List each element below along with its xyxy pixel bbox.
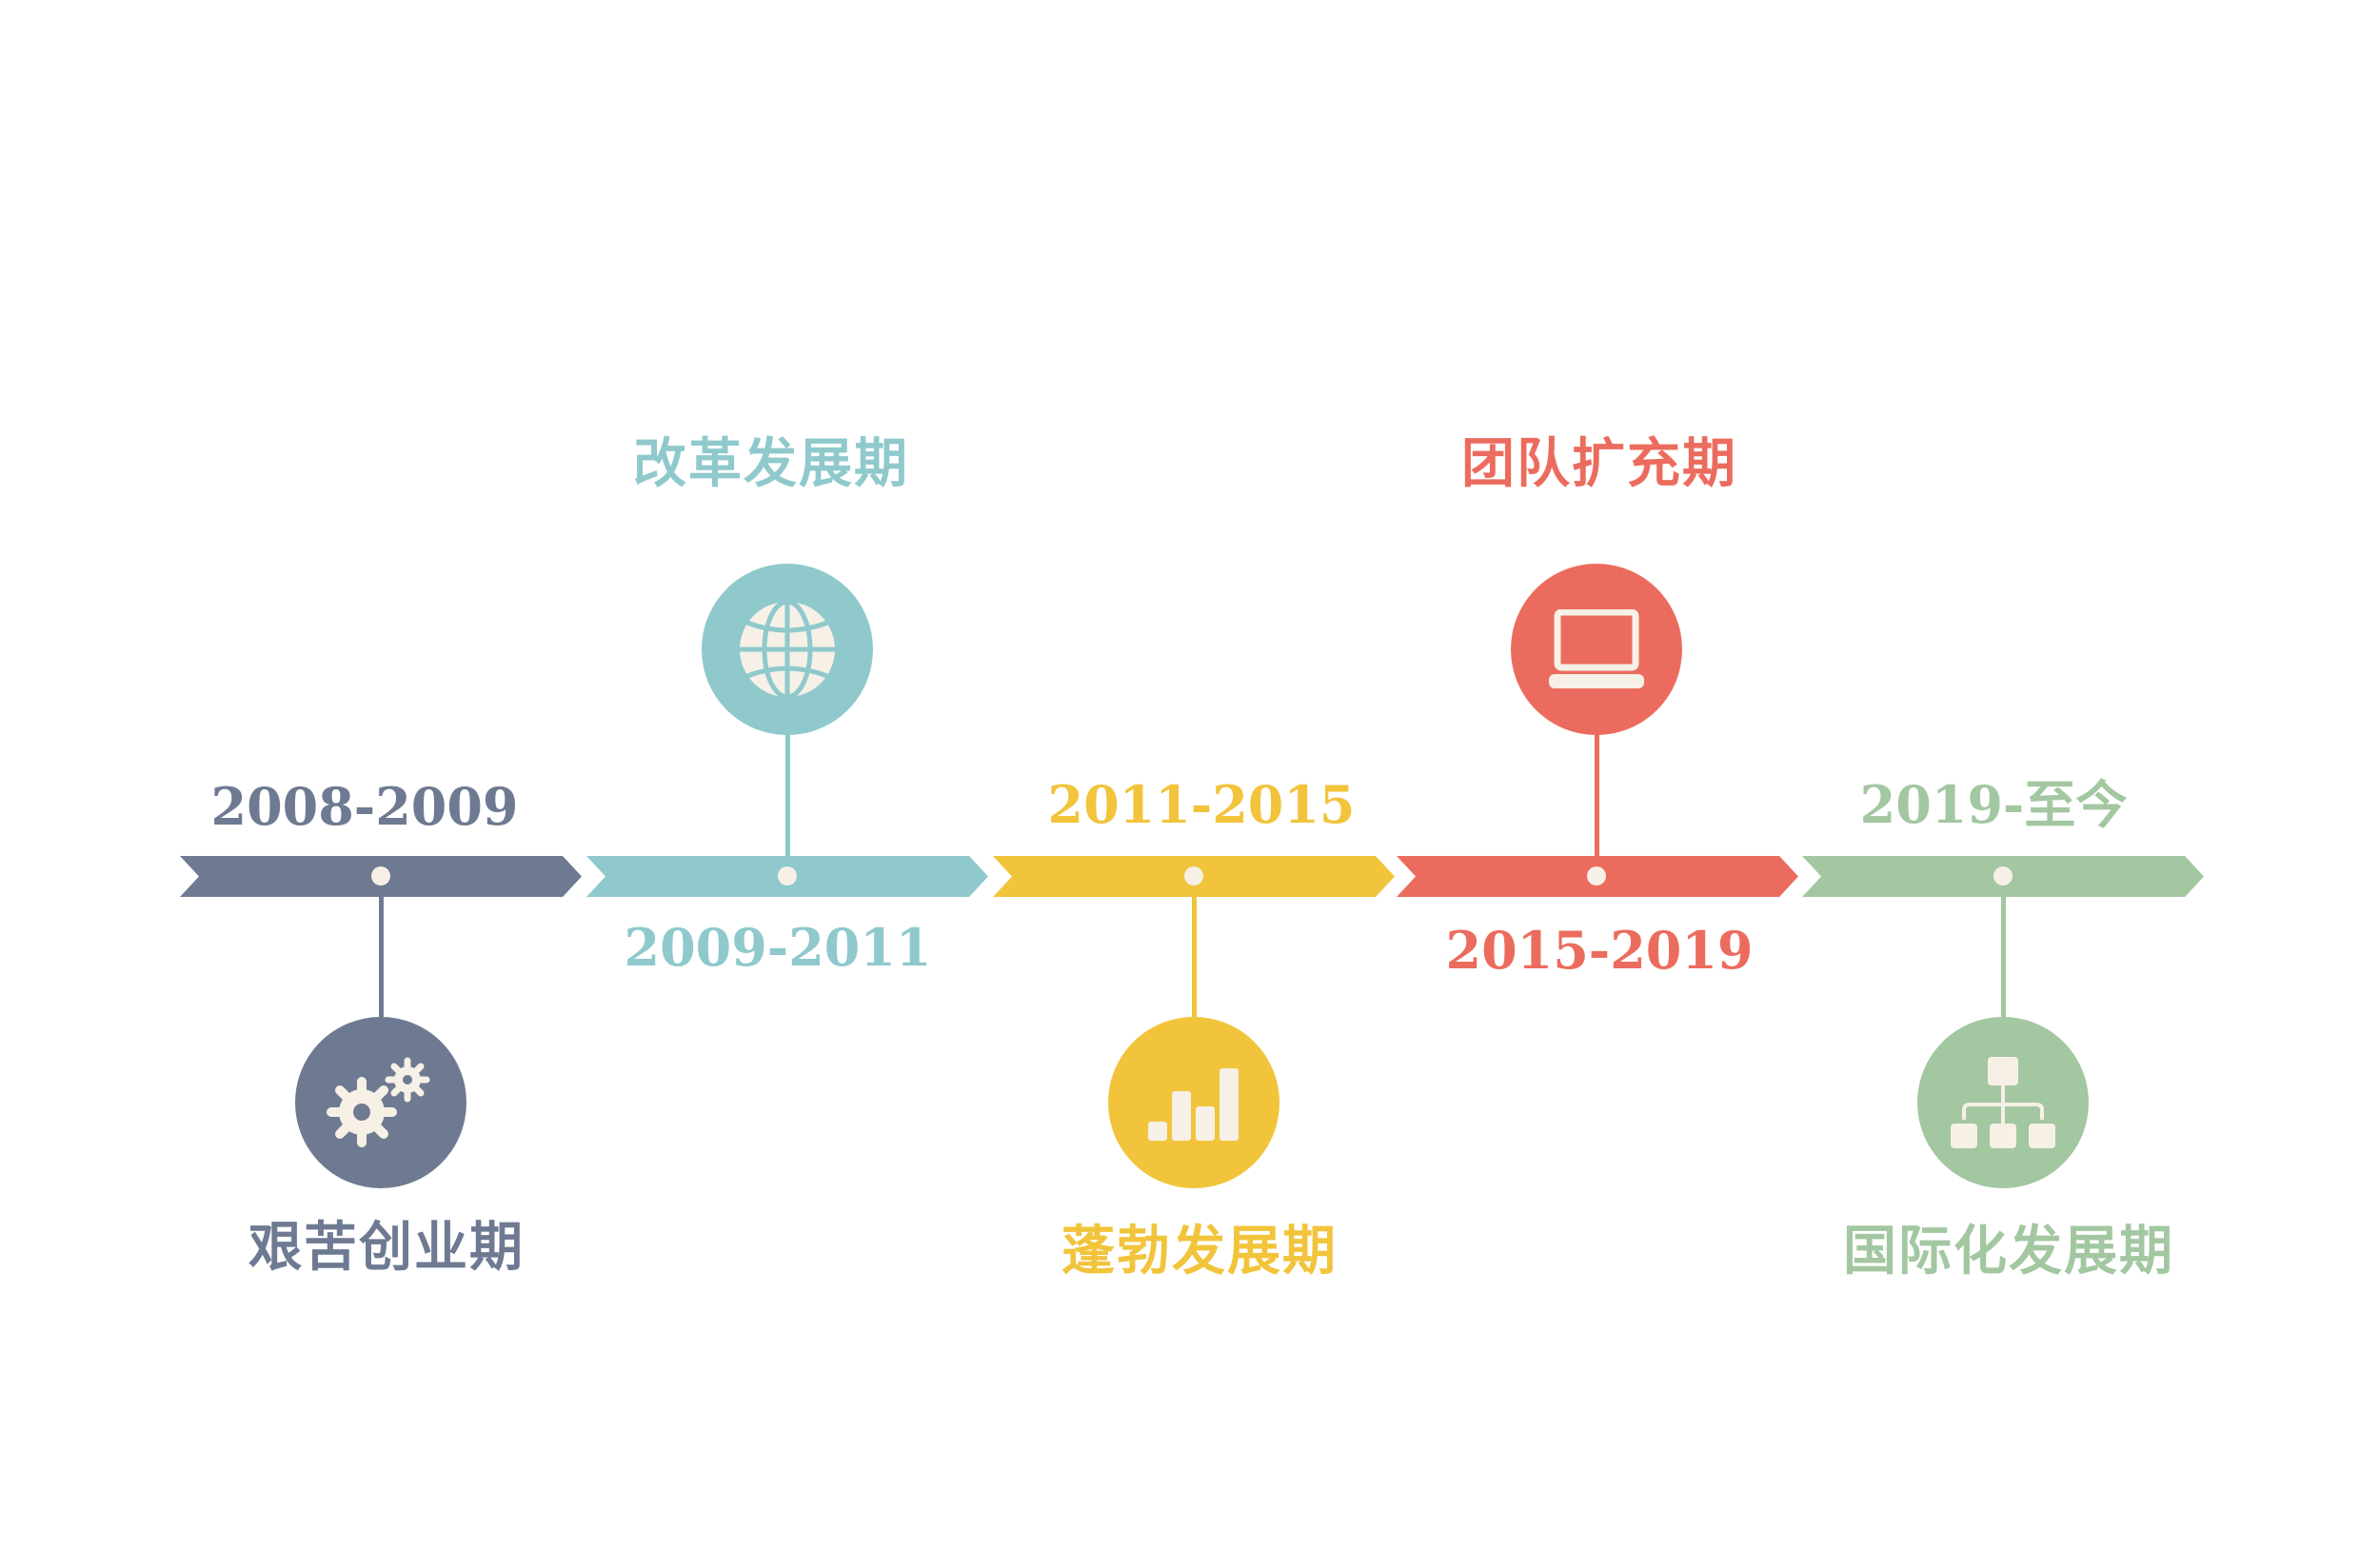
timeline-dot-3: [1184, 866, 1203, 885]
stage-3-years: 2011-2015: [1047, 774, 1356, 835]
org-chart-icon: [1951, 1057, 2055, 1148]
connector-1: [378, 885, 384, 1019]
stage-2-badge: [702, 564, 873, 735]
stage-4-badge: [1511, 564, 1682, 735]
globe-icon: [738, 600, 837, 699]
stage-5-years: 2019-至今: [1859, 774, 2128, 835]
stage-2-years: 2009-2011: [624, 917, 932, 978]
stage-5-title: 国际化发展期: [1843, 1220, 2174, 1283]
stage-3-title: 蓬勃发展期: [1061, 1220, 1338, 1283]
stage-1-title: 艰苦创业期: [248, 1216, 525, 1279]
connector-2: [784, 733, 790, 866]
timeline-dot-2: [778, 866, 797, 885]
laptop-icon: [1549, 609, 1644, 688]
stage-1-years: 2008-2009: [210, 776, 519, 837]
connector-3: [1191, 885, 1197, 1019]
stage-2-title: 改革发展期: [633, 432, 909, 495]
gears-icon: [327, 1057, 430, 1147]
stage-5-badge: [1917, 1017, 2089, 1188]
connector-4: [1594, 733, 1599, 866]
connector-5: [2000, 885, 2006, 1019]
timeline-dot-5: [1993, 866, 2013, 885]
stage-4-years: 2015-2019: [1445, 920, 1754, 981]
stage-3-badge: [1108, 1017, 1279, 1188]
timeline-dot-4: [1587, 866, 1606, 885]
stage-1-badge: [295, 1017, 466, 1188]
stage-4-title: 团队扩充期: [1461, 432, 1737, 495]
bar-chart-icon: [1148, 1068, 1239, 1141]
timeline-dot-1: [371, 866, 390, 885]
